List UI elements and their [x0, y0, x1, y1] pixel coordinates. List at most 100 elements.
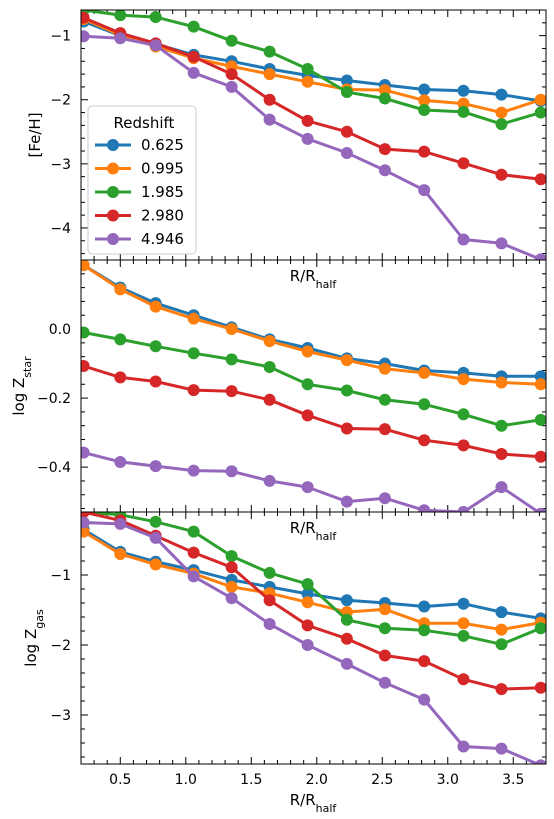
data-point — [149, 39, 162, 52]
panel-feh-xlabel: R/Rhalf — [290, 267, 338, 291]
legend-title: Redshift — [114, 114, 175, 132]
data-point — [457, 617, 470, 630]
data-point — [81, 525, 90, 538]
x-tick-label: 2.0 — [306, 772, 328, 788]
data-point — [340, 632, 353, 645]
data-point — [81, 30, 90, 43]
data-point — [114, 548, 127, 560]
data-point — [457, 97, 470, 110]
data-point — [534, 93, 546, 106]
data-point — [114, 32, 127, 45]
panel-zstar-ylabel: log Zstar — [10, 356, 34, 416]
data-point — [301, 132, 314, 145]
data-point — [378, 423, 391, 436]
data-point — [301, 596, 314, 609]
data-point — [534, 253, 546, 260]
data-point — [378, 492, 391, 505]
data-point — [457, 373, 470, 386]
data-point — [225, 80, 238, 93]
data-point — [81, 512, 90, 518]
data-point — [263, 93, 276, 106]
data-point — [340, 495, 353, 508]
data-point — [457, 84, 470, 97]
data-point — [149, 460, 162, 473]
data-point — [81, 446, 90, 459]
data-point — [225, 385, 238, 398]
data-point — [418, 600, 431, 613]
y-tick-label: −1 — [50, 29, 71, 45]
data-point — [114, 517, 127, 530]
data-point — [378, 362, 391, 375]
data-point — [495, 106, 508, 119]
data-point — [457, 629, 470, 642]
data-point — [263, 474, 276, 487]
data-point — [301, 481, 314, 494]
series-feh-0_625 — [81, 15, 546, 108]
data-point — [340, 657, 353, 670]
data-point — [340, 125, 353, 138]
data-point — [457, 673, 470, 686]
y-tick-label: −2 — [50, 638, 71, 654]
data-point — [418, 145, 431, 158]
shared-xlabel: R/Rhalf — [290, 791, 338, 815]
legend: Redshift 0.625 0.995 1.985 2.980 4.946 — [87, 105, 197, 255]
data-point — [187, 464, 200, 477]
data-point — [263, 566, 276, 579]
data-point — [340, 146, 353, 159]
data-point — [263, 361, 276, 374]
data-point — [495, 638, 508, 651]
legend-label: 2.980 — [141, 207, 184, 225]
legend-label: 4.946 — [141, 230, 184, 248]
data-point — [378, 393, 391, 406]
data-point — [457, 597, 470, 610]
data-point — [149, 340, 162, 353]
data-point — [418, 655, 431, 668]
data-point — [457, 408, 470, 421]
data-point — [378, 143, 391, 156]
panel-zstar: 0.0 −0.2 −0.4 log Zstar R/Rhalf — [10, 259, 547, 543]
legend-swatch-marker — [107, 139, 119, 151]
data-point — [378, 92, 391, 105]
data-point — [187, 347, 200, 360]
data-point — [149, 375, 162, 388]
data-point — [495, 419, 508, 432]
data-point — [149, 558, 162, 571]
data-point — [187, 66, 200, 79]
series-zstar-0_995 — [81, 260, 546, 391]
data-point — [418, 504, 431, 512]
legend-swatch-marker — [107, 186, 119, 198]
data-point — [378, 676, 391, 689]
data-point — [495, 118, 508, 131]
data-point — [534, 173, 546, 186]
data-point — [149, 531, 162, 544]
y-tick-label: 0.0 — [49, 322, 71, 338]
data-point — [301, 114, 314, 127]
data-point — [495, 237, 508, 250]
data-point — [263, 335, 276, 348]
data-point — [378, 649, 391, 662]
x-tick-label: 2.5 — [371, 772, 393, 788]
data-point — [225, 580, 238, 593]
data-point — [301, 587, 314, 600]
data-point — [495, 623, 508, 636]
panel-zgas-ylabel: log Zgas — [22, 609, 46, 667]
series-zgas-4_946 — [81, 516, 546, 764]
data-point — [378, 84, 391, 97]
data-point — [225, 561, 238, 574]
y-tick-label: −0.2 — [37, 391, 71, 407]
y-tick-label: −2 — [50, 93, 71, 109]
data-point — [225, 34, 238, 47]
legend-entry: 0.625 — [95, 136, 184, 154]
legend-label: 1.985 — [141, 183, 184, 201]
legend-label: 0.625 — [141, 136, 184, 154]
legend-entry: 2.980 — [95, 207, 184, 225]
data-point — [340, 86, 353, 99]
data-point — [495, 168, 508, 181]
data-point — [534, 681, 546, 694]
data-point — [340, 613, 353, 626]
series-zgas-1_985 — [81, 512, 546, 651]
data-point — [263, 113, 276, 126]
data-point — [495, 606, 508, 619]
x-tick-label: 3.0 — [437, 772, 459, 788]
data-point — [340, 74, 353, 87]
